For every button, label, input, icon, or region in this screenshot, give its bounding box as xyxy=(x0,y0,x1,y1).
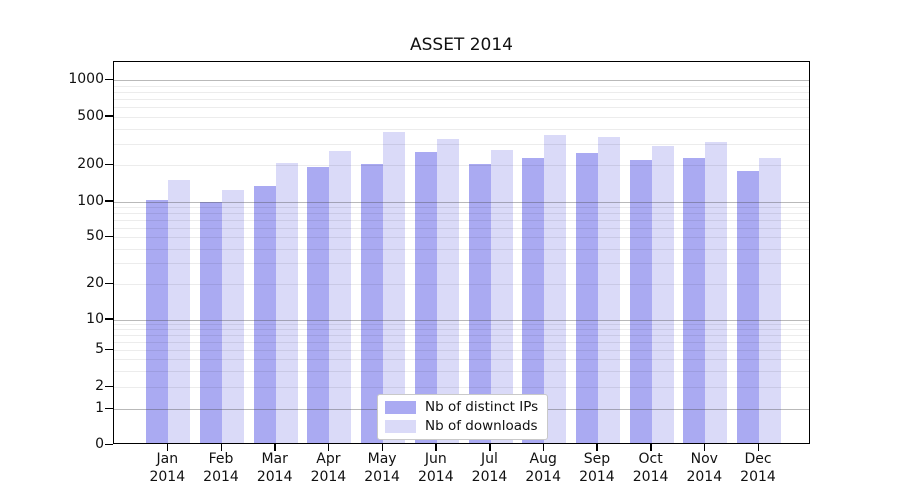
y-tick-label-10: 10 xyxy=(86,310,104,327)
bar-downloads-mar xyxy=(275,163,298,443)
legend-item: Nb of distinct IPs xyxy=(385,400,538,415)
legend-swatch-downloads xyxy=(385,420,416,433)
x-tick-mark xyxy=(703,444,706,451)
x-tick-mark xyxy=(542,444,545,451)
bar-downloads-may xyxy=(383,132,406,443)
bar-ips-jul xyxy=(468,164,491,443)
bar-downloads-jun xyxy=(436,139,459,443)
bar-ips-feb xyxy=(200,202,222,443)
bar-ips-dec xyxy=(737,170,759,443)
bar-ips-mar xyxy=(253,185,276,443)
y-tick-label-1000: 1000 xyxy=(68,71,104,88)
x-tick-mark xyxy=(327,444,330,451)
x-tick-label-feb: Feb 2014 xyxy=(203,451,239,485)
y-tick-label-20: 20 xyxy=(86,275,104,292)
gridline-400 xyxy=(114,128,809,130)
bar-downloads-nov xyxy=(705,141,728,443)
y-tick-label-50: 50 xyxy=(86,228,104,245)
x-tick-mark xyxy=(166,444,169,451)
x-tick-label-jan: Jan 2014 xyxy=(149,451,186,485)
bar-downloads-jul xyxy=(490,150,513,443)
bar-downloads-feb xyxy=(222,189,244,443)
x-tick-mark xyxy=(435,444,437,451)
bar-ips-oct xyxy=(629,160,652,443)
y-tick-mark xyxy=(105,115,113,117)
plot-area xyxy=(113,61,810,444)
bar-ips-may xyxy=(361,164,384,443)
legend-label: Nb of downloads xyxy=(425,418,538,434)
x-tick-mark xyxy=(757,444,759,451)
x-tick-label-apr: Apr 2014 xyxy=(310,451,347,485)
x-tick-label-jul: Jul 2014 xyxy=(471,451,508,485)
x-tick-label-nov: Nov 2014 xyxy=(686,451,723,485)
gridline-800 xyxy=(114,92,809,94)
gridline-500 xyxy=(114,116,809,118)
y-tick-label-200: 200 xyxy=(77,156,104,172)
x-tick-mark xyxy=(489,444,491,451)
gridline-700 xyxy=(114,99,809,101)
y-tick-mark xyxy=(105,78,113,81)
legend-item: Nb of downloads xyxy=(385,419,538,434)
x-tick-label-sep: Sep 2014 xyxy=(579,451,615,485)
x-tick-mark xyxy=(381,444,384,451)
x-tick-label-mar: Mar 2014 xyxy=(256,451,293,485)
gridline-900 xyxy=(114,85,809,87)
x-tick-label-may: May 2014 xyxy=(364,451,400,485)
y-tick-mark xyxy=(105,163,113,165)
legend-label: Nb of distinct IPs xyxy=(425,399,539,415)
bar-downloads-apr xyxy=(329,151,352,443)
y-tick-mark xyxy=(105,443,113,445)
x-tick-mark xyxy=(596,444,598,451)
x-tick-mark xyxy=(274,444,276,451)
bar-ips-nov xyxy=(683,158,706,443)
x-tick-mark xyxy=(650,444,652,451)
x-tick-label-dec: Dec 2014 xyxy=(740,451,776,485)
gridline-1000 xyxy=(114,80,809,82)
gridline-600 xyxy=(114,107,809,109)
y-tick-mark xyxy=(105,318,113,320)
y-tick-mark xyxy=(105,200,113,202)
y-tick-label-500: 500 xyxy=(77,107,104,124)
y-tick-label-1: 1 xyxy=(95,400,104,416)
legend-swatch-ips xyxy=(385,401,416,414)
x-tick-label-oct: Oct 2014 xyxy=(632,451,669,485)
y-tick-label-0: 0 xyxy=(95,436,104,452)
y-tick-mark xyxy=(105,235,113,238)
bar-downloads-oct xyxy=(651,146,674,443)
bar-ips-sep xyxy=(575,153,598,443)
y-tick-label-100: 100 xyxy=(77,192,104,209)
bar-ips-apr xyxy=(307,167,330,443)
y-tick-label-2: 2 xyxy=(95,378,104,394)
x-tick-mark xyxy=(220,444,222,451)
bar-downloads-sep xyxy=(597,136,620,443)
x-tick-label-jun: Jun 2014 xyxy=(417,451,454,485)
bar-downloads-dec xyxy=(759,158,781,443)
bar-ips-jun xyxy=(414,152,437,443)
bar-downloads-aug xyxy=(544,135,567,443)
chart-title: ASSET 2014 xyxy=(409,35,513,55)
bar-ips-jan xyxy=(146,199,169,443)
y-tick-mark xyxy=(105,282,113,285)
legend: Nb of distinct IPs Nb of downloads xyxy=(377,394,549,440)
y-tick-mark xyxy=(105,385,113,387)
x-tick-label-aug: Aug 2014 xyxy=(525,451,561,485)
y-tick-label-5: 5 xyxy=(95,341,104,357)
y-tick-mark xyxy=(105,407,113,409)
bar-downloads-jan xyxy=(168,179,191,443)
y-tick-mark xyxy=(105,348,113,350)
bar-ips-aug xyxy=(522,158,545,443)
